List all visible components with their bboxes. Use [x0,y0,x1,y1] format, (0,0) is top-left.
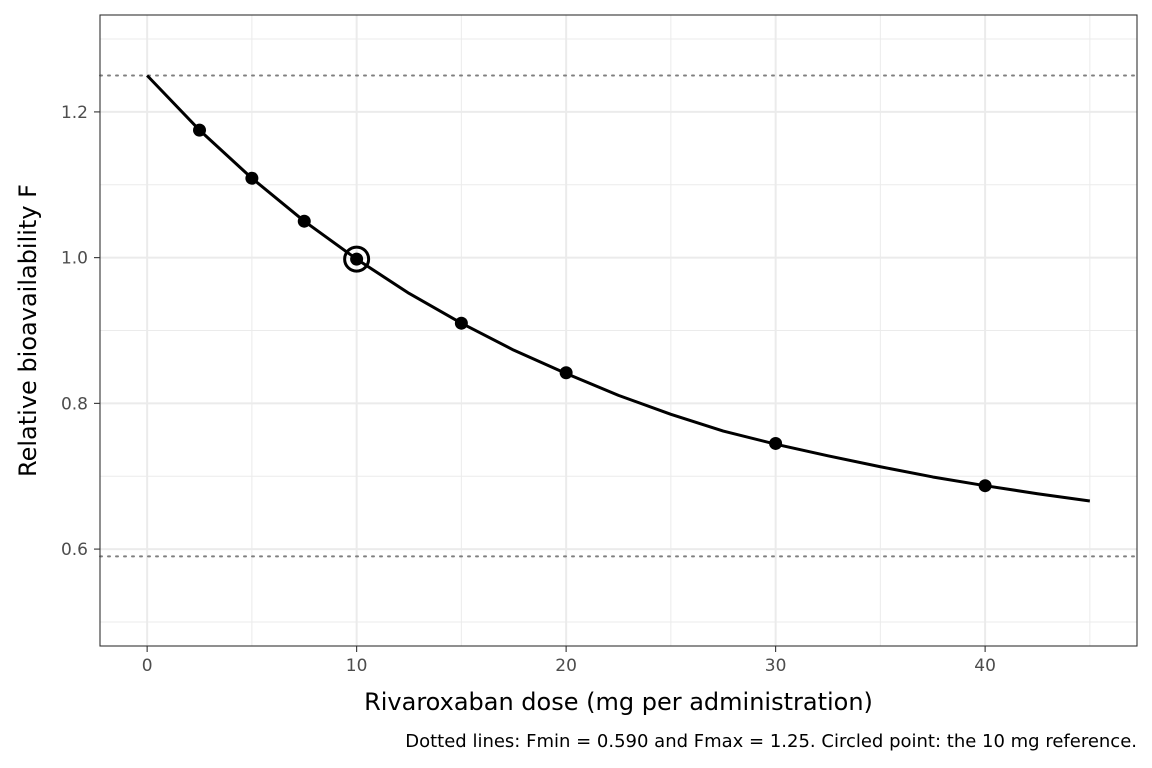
x-tick-label: 10 [346,656,368,676]
data-point [193,123,207,137]
x-axis-title: Rivaroxaban dose (mg per administration) [364,688,873,716]
grid [100,15,1137,646]
highlight-ring [343,245,371,273]
data-point [245,171,259,185]
data-point [769,436,783,450]
data-point [559,366,573,380]
data-point [350,252,364,266]
data-point [297,214,311,228]
y-axis-title: Relative bioavailability F [14,184,42,477]
y-tick-label: 1.2 [61,103,88,123]
data-point [454,316,468,330]
axis-ticks: 0 10 20 30 40 0.6 0.8 1.0 1.2 [61,103,996,676]
chart-caption: Dotted lines: Fmin = 0.590 and Fmax = 1.… [405,731,1137,752]
x-tick-label: 40 [974,656,996,676]
y-tick-label: 0.6 [61,540,88,560]
data-point [978,479,992,493]
panel-border [99,14,1138,647]
point-layer [193,123,992,493]
x-tick-label: 20 [555,656,577,676]
reference-lines [99,74,1138,558]
y-tick-label: 0.8 [61,394,88,414]
x-tick-label: 30 [765,656,787,676]
x-tick-label: 0 [142,656,153,676]
y-tick-label: 1.0 [61,249,88,269]
